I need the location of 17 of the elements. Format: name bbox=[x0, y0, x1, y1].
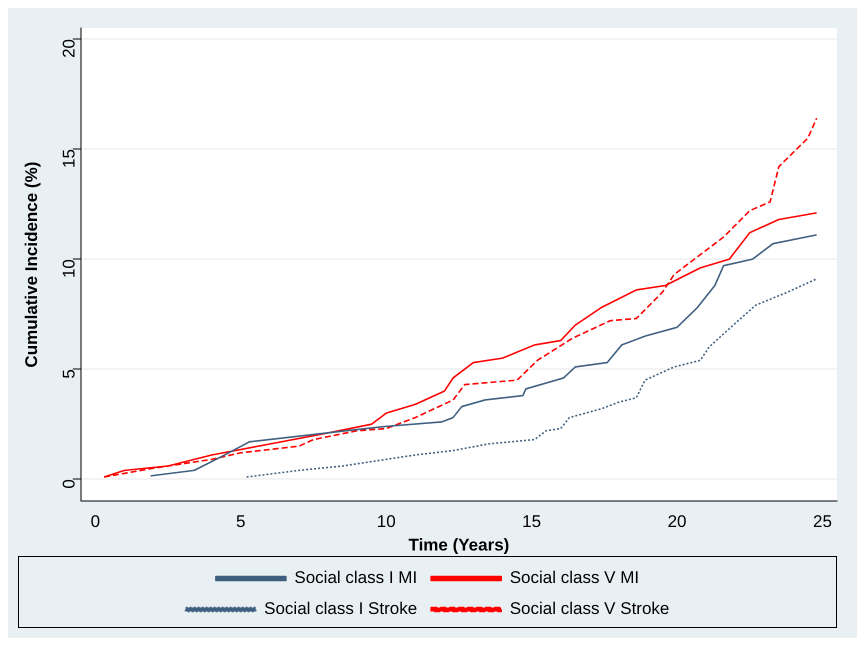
y-tick-label: 5 bbox=[59, 369, 78, 379]
x-tick-label: 20 bbox=[668, 512, 686, 532]
y-tick-label: 15 bbox=[59, 149, 78, 168]
x-tick-label: 10 bbox=[376, 512, 396, 532]
legend-label: Social class V MI bbox=[510, 568, 640, 588]
y-tick-label: 10 bbox=[59, 259, 78, 278]
legend-label: Social class I MI bbox=[294, 568, 418, 588]
x-tick-label: 5 bbox=[236, 512, 246, 532]
y-tick-label: 20 bbox=[59, 39, 78, 58]
x-tick-label: 0 bbox=[90, 512, 100, 532]
y-tick-label: 0 bbox=[59, 479, 78, 489]
x-tick-label: 25 bbox=[812, 512, 832, 532]
x-tick-label: 15 bbox=[522, 512, 542, 532]
x-axis-title: Time (Years) bbox=[408, 535, 510, 554]
legend-label: Social class I Stroke bbox=[264, 599, 418, 618]
legend-label: Social class V Stroke bbox=[510, 599, 670, 618]
y-axis-title: Cumulative Incidence (%) bbox=[22, 162, 41, 368]
